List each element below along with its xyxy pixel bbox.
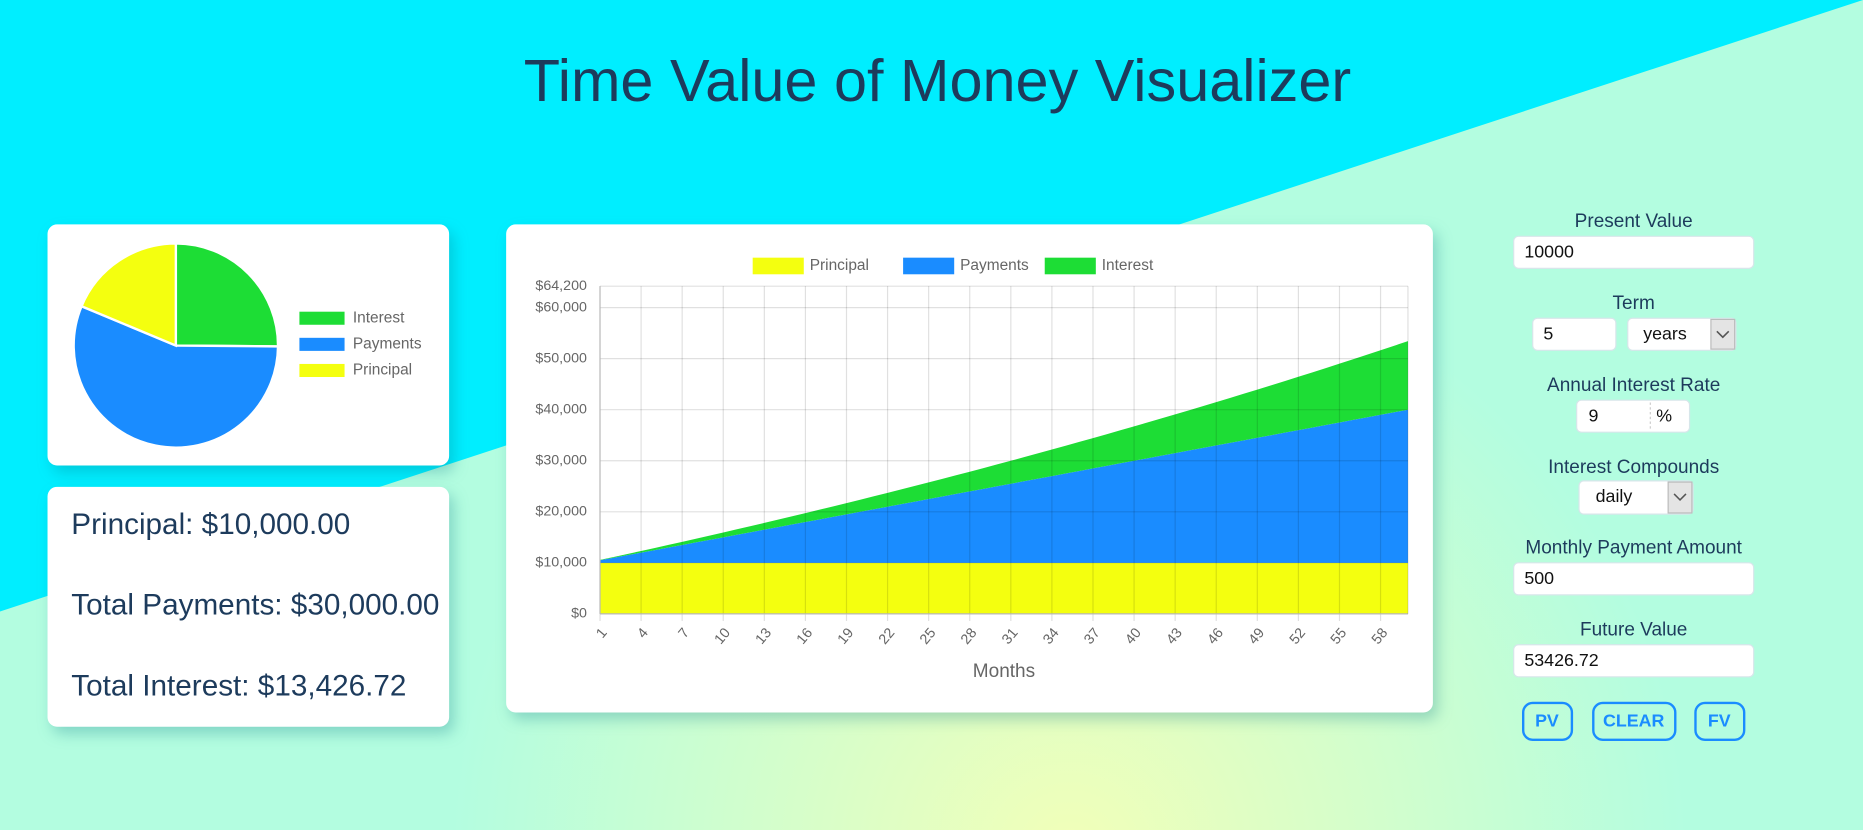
- y-tick-label: $10,000: [535, 555, 587, 571]
- pie-slice: [174, 242, 280, 348]
- y-tick-label: $64,200: [535, 278, 587, 294]
- field-label: Annual Interest Rate: [1547, 375, 1720, 396]
- field-label: Interest Compounds: [1548, 457, 1719, 478]
- legend-label: Interest: [1102, 257, 1154, 274]
- select-value: years: [1643, 324, 1687, 344]
- legend-swatch: [299, 311, 345, 325]
- legend-swatch: [299, 337, 345, 351]
- fv-button[interactable]: [1694, 701, 1746, 741]
- y-tick-label: $50,000: [535, 350, 587, 366]
- legend-label: Interest: [353, 309, 405, 326]
- area-chart: $0 $10,000 $20,000 $30,000 $40,000 $50,000 $60…: [535, 257, 1409, 682]
- legend-swatch: [1044, 257, 1096, 275]
- pie-slice: [79, 242, 178, 348]
- text-input[interactable]: [1513, 644, 1755, 678]
- area-series: [600, 562, 1408, 614]
- x-axis-title: Months: [973, 661, 1035, 682]
- select[interactable]: [1627, 317, 1737, 351]
- y-tick-label: $40,000: [535, 401, 587, 417]
- area-series: [600, 409, 1408, 563]
- field-label: Monthly Payment Amount: [1525, 538, 1742, 559]
- summary-principal: Principal: $10,000.00: [71, 508, 350, 541]
- pv-button[interactable]: [1522, 701, 1574, 741]
- legend-label: Payments: [353, 335, 422, 352]
- summary-payments: Total Payments: $30,000.00: [71, 589, 439, 622]
- select-arrow-box: [1710, 318, 1736, 350]
- button-label: PV: [1535, 711, 1559, 731]
- legend-label: Principal: [353, 362, 412, 379]
- field-label: Future Value: [1580, 620, 1687, 641]
- select-arrow: [1673, 493, 1687, 501]
- summary-card: [47, 486, 450, 727]
- y-tick-label: $60,000: [535, 299, 587, 315]
- y-tick-label: $30,000: [535, 453, 587, 469]
- input-value: 500: [1524, 568, 1554, 588]
- field-label: Present Value: [1575, 211, 1693, 232]
- text-input[interactable]: [1532, 317, 1617, 351]
- field-label: Term: [1613, 293, 1655, 314]
- form: Present Value 10000 Term 5 years Annual …: [1513, 211, 1755, 741]
- select[interactable]: [1578, 480, 1694, 515]
- legend-swatch: [903, 257, 955, 275]
- text-input[interactable]: [1513, 562, 1755, 596]
- text-input[interactable]: [1576, 399, 1691, 433]
- y-tick-label: $20,000: [535, 504, 587, 520]
- pie-slice: [72, 304, 280, 449]
- text-input[interactable]: [1513, 235, 1755, 269]
- legend-label: Principal: [810, 257, 869, 274]
- legend-swatch: [752, 257, 804, 275]
- button-label: FV: [1708, 711, 1731, 731]
- clear-button[interactable]: [1592, 701, 1677, 741]
- y-tick-label: $0: [571, 606, 587, 622]
- pie-chart: Interest Payments Principal: [72, 242, 422, 449]
- button-label: CLEAR: [1603, 711, 1664, 731]
- summary-interest: Total Interest: $13,426.72: [71, 669, 406, 702]
- legend-swatch: [299, 363, 345, 378]
- page-title: Time Value of Money Visualizer: [524, 47, 1351, 114]
- legend-label: Payments: [960, 257, 1029, 274]
- input-value: 5: [1543, 324, 1553, 344]
- select-value: daily: [1596, 486, 1633, 506]
- input-unit: %: [1656, 405, 1672, 425]
- input-value: 9: [1589, 405, 1599, 425]
- input-value: 10000: [1524, 242, 1574, 262]
- select-arrow: [1716, 330, 1730, 339]
- input-value: 53426.72: [1524, 650, 1598, 670]
- select-arrow-box: [1667, 481, 1693, 514]
